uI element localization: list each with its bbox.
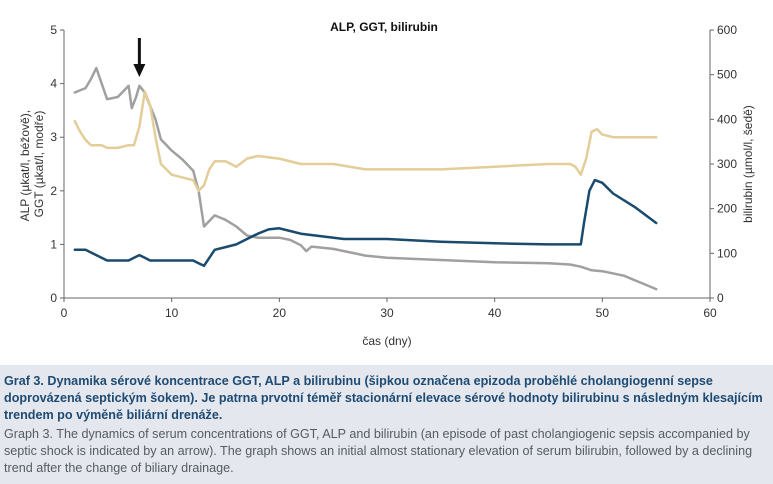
y-left-tick-label: 5 (50, 23, 57, 37)
series-lines (73, 66, 658, 291)
annotation (133, 38, 146, 77)
line-chart: ALP, GGT, bilirubin 0 10 20 30 40 50 600123450… (18, 20, 755, 348)
y-axis-right-label: bilirubin (µmol/l, šedě) (741, 105, 755, 223)
y-axis-left-label-line1: ALP (µkat/l, béžově), (18, 110, 32, 221)
caption-english: Graph 3. The dynamics of serum concentra… (4, 427, 753, 475)
x-tick-label: 20 (273, 306, 287, 320)
y-left-tick-label: 4 (50, 77, 57, 91)
x-tick-label: 40 (488, 306, 502, 320)
caption-czech: Graf 3. Dynamika sérové koncentrace GGT,… (4, 374, 763, 422)
y-left-tick-label: 1 (50, 237, 57, 251)
x-tick-label: 10 (165, 306, 179, 320)
x-tick-label: 60 (703, 306, 717, 320)
y-right-tick-label: 500 (717, 68, 737, 82)
y-right-tick-label: 0 (717, 291, 724, 305)
y-axis-left-label: ALP (µkat/l, béžově), GGT (µkat/l, modře… (18, 107, 46, 222)
y-left-tick-label: 2 (50, 184, 57, 198)
x-axis-label: čas (dny) (362, 334, 411, 348)
x-tick-label: 50 (596, 306, 610, 320)
y-right-tick-label: 300 (717, 157, 737, 171)
y-right-tick-label: 600 (717, 23, 737, 37)
figure-caption: Graf 3. Dynamika sérové koncentrace GGT,… (0, 365, 773, 484)
y-right-tick-label: 100 (717, 246, 737, 260)
y-right-tick-label: 400 (717, 112, 737, 126)
series-line-bilirubin (73, 66, 658, 291)
x-tick-label: 30 (380, 306, 394, 320)
y-left-tick-label: 3 (50, 130, 57, 144)
series-line-ggt (73, 178, 658, 268)
chart-area: ALP, GGT, bilirubin 0 10 20 30 40 50 60 0 1 2 3 4 5 0… (18, 20, 755, 348)
y-axis-left-label-line2: GGT (µkat/l, modře) (32, 111, 46, 218)
y-right-tick-label: 200 (717, 202, 737, 216)
y-left-tick-label: 0 (50, 291, 57, 305)
series-line-alp (73, 90, 658, 193)
x-tick-label: 0 (61, 306, 68, 320)
chart-title: ALP, GGT, bilirubin (330, 20, 438, 34)
arrow-head (133, 64, 146, 77)
